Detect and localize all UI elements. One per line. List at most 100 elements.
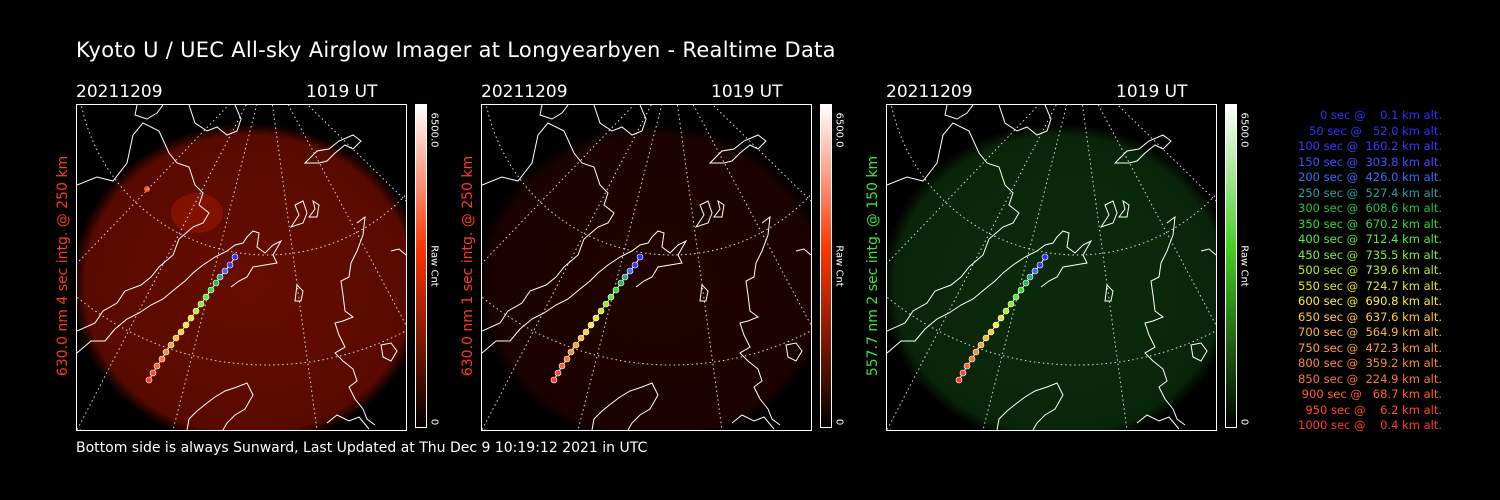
panel-2-cbar-min: 0 [833, 418, 845, 426]
meridian-line [271, 105, 318, 430]
trajectory-point [587, 321, 595, 329]
coastline [482, 122, 615, 332]
coastline [998, 105, 1052, 136]
trajectory-point [631, 261, 639, 269]
coastline [1104, 283, 1114, 302]
legend-item: 1000 sec @ 0.4 km alt. [1298, 418, 1442, 432]
meridian-line [712, 105, 811, 202]
trajectory-point [617, 279, 625, 287]
trajectory-point [231, 253, 239, 261]
trajectory-point [212, 279, 220, 287]
legend-item: 150 sec @ 303.8 km alt. [1294, 154, 1442, 169]
airglow-disc [77, 123, 406, 430]
panel-1-time: 1019 UT [306, 82, 378, 102]
panel-3-cbar-max: 6500.0 [1238, 112, 1250, 148]
trajectory-point [597, 307, 605, 315]
bright-spot [144, 186, 150, 192]
coastline [334, 215, 376, 426]
legend-item: 950 sec @ 6.2 km alt. [1301, 402, 1442, 417]
trajectory-point [558, 362, 566, 370]
page-title: Kyoto U / UEC All-sky Airglow Imager at … [76, 38, 836, 62]
coastline [731, 414, 775, 430]
panel-1-allsky-image [76, 104, 407, 431]
trajectory-legend: 0 sec @ 0.1 km alt. 50 sec @ 52.0 km alt… [1262, 108, 1442, 434]
trajectory-point [968, 355, 976, 363]
legend-item: 350 sec @ 670.2 km alt. [1294, 216, 1442, 231]
trajectory-point [959, 369, 967, 377]
legend-item: 550 sec @ 724.7 km alt. [1294, 278, 1442, 293]
panel-1-side-label: 630.0 nm 4 sec intg. @ 250 km [55, 155, 71, 377]
legend-item: 700 sec @ 564.9 km alt. [1294, 325, 1442, 339]
coastline [795, 248, 811, 256]
coastline [77, 230, 283, 354]
trajectory-point [145, 376, 153, 384]
meridian-line [1081, 105, 1128, 430]
legend-item: 500 sec @ 739.6 km alt. [1294, 263, 1442, 277]
trajectory-point [602, 300, 610, 308]
legend-item: 900 sec @ 68.7 km alt. [1298, 387, 1442, 401]
panel-1-date: 20211209 [76, 82, 163, 102]
coastline [380, 342, 398, 362]
coastline [1190, 342, 1208, 362]
airglow-disc [482, 123, 811, 430]
coastline [539, 105, 569, 120]
trajectory-point [567, 348, 575, 356]
trajectory-point [1002, 307, 1010, 315]
coastline [326, 414, 370, 430]
trajectory-point [1031, 267, 1039, 275]
footer-update-note: Bottom side is always Sunward, Last Upda… [76, 440, 648, 456]
trajectory-point [1041, 253, 1049, 261]
trajectory-point [172, 334, 180, 342]
panel-1-cbar-max: 6500.0 [428, 112, 440, 148]
panel-3-side-label: 557.7 nm 2 sec intg. @ 150 km [865, 155, 881, 377]
trajectory-point [572, 341, 580, 349]
trajectory-point [550, 376, 558, 384]
legend-item: 100 sec @ 160.2 km alt. [1294, 139, 1442, 153]
coastline [482, 230, 688, 354]
coastline [944, 105, 974, 120]
coastline [1113, 134, 1172, 164]
trajectory-point [972, 348, 980, 356]
trajectory-point [153, 362, 161, 370]
trajectory-point [563, 355, 571, 363]
coastline [1118, 199, 1130, 218]
trajectory-point [226, 261, 234, 269]
legend-item: 400 sec @ 712.4 km alt. [1294, 232, 1442, 246]
trajectory-point [192, 307, 200, 315]
trajectory-point [1007, 300, 1015, 308]
trajectory-point [167, 341, 175, 349]
meridian-line [77, 105, 247, 430]
trajectory-point [992, 321, 1000, 329]
panel-2-cbar-max: 6500.0 [833, 112, 845, 148]
meridian-line [307, 105, 406, 202]
trajectory-point [1017, 286, 1025, 294]
trajectory-point [607, 293, 615, 301]
meridian-line [676, 105, 723, 430]
trajectory-point [592, 314, 600, 322]
latitude-circle [890, 105, 1216, 256]
latitude-circle [485, 105, 811, 256]
coastline [708, 134, 767, 164]
panel-3-date: 20211209 [886, 82, 973, 102]
latitude-circle [80, 105, 406, 256]
coastline [887, 230, 1093, 354]
panel-3-colorbar [1225, 104, 1237, 428]
coastline [785, 342, 803, 362]
trajectory-point [582, 328, 590, 336]
legend-item: 600 sec @ 690.8 km alt. [1294, 294, 1442, 308]
panel-3-cbar-min: 0 [1238, 418, 1250, 426]
trajectory-point [182, 321, 190, 329]
legend-item: 750 sec @ 472.3 km alt. [1294, 340, 1442, 355]
legend-item: 450 sec @ 735.5 km alt. [1294, 247, 1442, 262]
trajectory-point [187, 314, 195, 322]
meridian-line [887, 105, 1057, 430]
trajectory-point [612, 286, 620, 294]
panel-1-cbar-unit: Raw Cnt [428, 245, 440, 287]
coastline [593, 105, 647, 136]
coastline [294, 283, 304, 302]
coastline [308, 199, 320, 218]
panel-2-time: 1019 UT [711, 82, 783, 102]
coastline [303, 134, 362, 164]
legend-item: 250 sec @ 527.4 km alt. [1294, 185, 1442, 200]
trajectory-point [207, 286, 215, 294]
